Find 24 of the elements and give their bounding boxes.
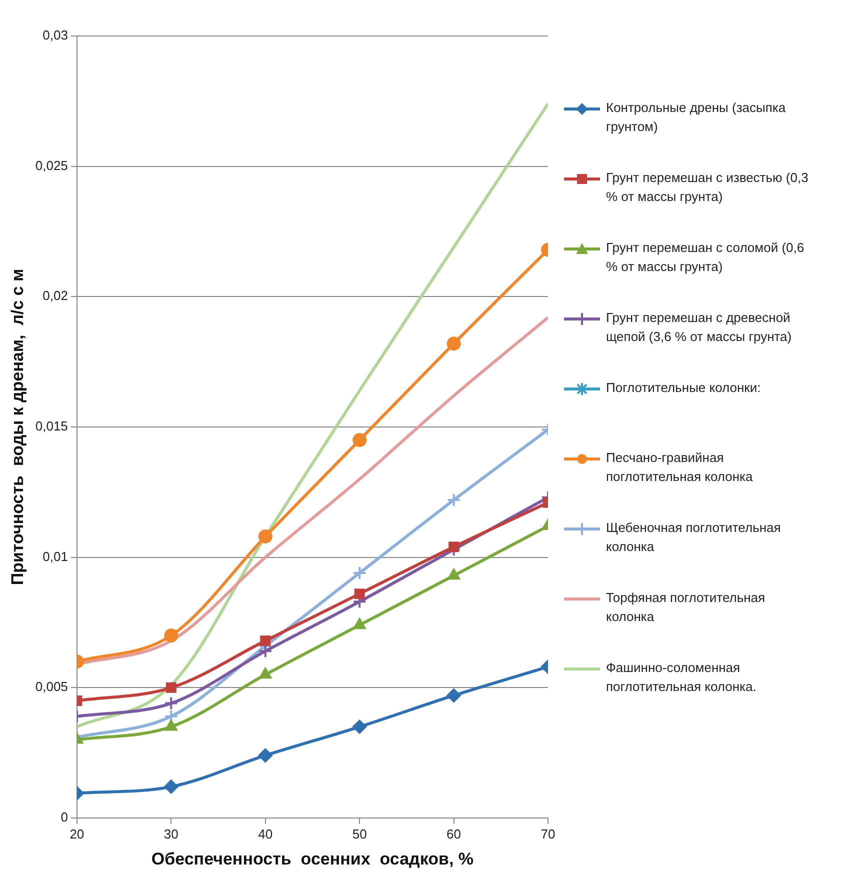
legend-label: Поглотительные колонки: — [606, 379, 761, 397]
y-tick-label: 0,02 — [42, 288, 68, 304]
y-axis-title: Приточность воды к дренам, л/с с м — [8, 268, 27, 586]
legend-label: Песчано-гравийная поглотительная колонка — [606, 449, 754, 486]
y-tick-label: 0,01 — [42, 548, 68, 564]
y-tick-label: 0,025 — [35, 158, 68, 173]
x-tick-label: 70 — [540, 826, 556, 842]
x-tick-label: 60 — [446, 826, 462, 842]
y-tick-label: 0 — [60, 810, 68, 825]
x-axis-title: Обеспеченность осенних осадков, % — [151, 849, 474, 868]
x-tick-label: 50 — [352, 826, 367, 842]
x-tick-label: 30 — [164, 826, 178, 842]
legend-label: Торфяная поглотительная колонка — [606, 589, 766, 626]
legend-label: Щебеночная поглотительная колонка — [606, 519, 782, 556]
legend-label: Грунт перемешан с соломой (0,6 % от массы грунта) — [606, 239, 806, 276]
legend-label: Грунт перемешан с известью (0,3 % от массы грунта) — [606, 169, 810, 206]
y-tick-label: 0,03 — [42, 28, 68, 43]
y-tick-label: 0,015 — [35, 418, 68, 434]
legend-label: Контрольные дрены (засыпка грунтом) — [606, 99, 787, 136]
y-tick-label: 0,005 — [35, 679, 68, 694]
x-tick-label: 20 — [70, 826, 84, 842]
legend-label: Грунт перемешан с древесной щепой (3,6 % от массы грунта) — [606, 309, 793, 346]
legend-label: Фашинно-соломенная поглотительная колонка. — [606, 659, 758, 696]
x-tick-label: 40 — [258, 826, 273, 842]
